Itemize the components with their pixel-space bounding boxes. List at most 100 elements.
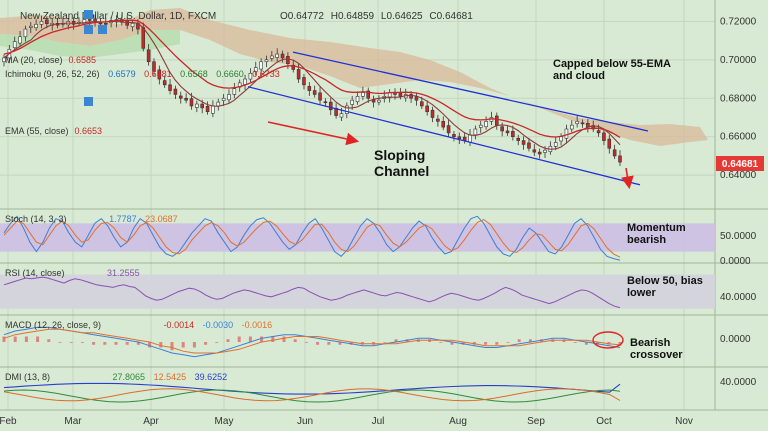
time-tick-label: May <box>215 416 234 427</box>
adx-line <box>3 382 621 395</box>
time-axis-ticks: Feb Mar Apr May Jun Jul Aug Sep Oct Nov <box>0 416 693 427</box>
stoch-d-line <box>3 219 621 258</box>
last-price-badge <box>716 156 764 171</box>
candle-body <box>211 105 215 114</box>
settings-icon[interactable] <box>84 97 93 106</box>
macd-legend[interactable]: MACD (12, 26, close, 9) -0.0014 -0.0030 … <box>5 320 272 330</box>
ohlc-open: 0.64772 <box>288 11 325 22</box>
candle-body <box>104 23 108 25</box>
macd-hist-bar <box>69 342 73 343</box>
macd-hist-bar <box>148 342 152 348</box>
candle-body <box>87 19 92 21</box>
candle-body <box>371 99 376 103</box>
settings-icon[interactable] <box>84 25 93 34</box>
candle-body <box>205 106 210 113</box>
candle-body <box>441 121 446 128</box>
ema55-line <box>3 19 621 138</box>
macd-hist-bar <box>304 342 308 343</box>
legend-ema[interactable]: EMA (55, close) 0.6653 <box>5 126 102 136</box>
annotation-capped: Capped below 55-EMA and cloud <box>553 58 671 82</box>
eye-icon[interactable] <box>98 25 107 34</box>
candle-body <box>227 94 231 101</box>
price-axis-ticks: 0.72000 0.70000 0.68000 0.66000 0.64000 <box>720 16 757 181</box>
ohlc-low: 0.64625 <box>386 11 423 22</box>
candle-body <box>216 101 221 107</box>
candle-body <box>168 84 172 91</box>
dmi-legend[interactable]: DMI (13, 8) 27.8065 12.5425 39.6252 <box>5 372 227 382</box>
candle-body <box>414 96 419 101</box>
rsi-legend[interactable]: RSI (14, close) 31.2555 <box>5 268 140 278</box>
candle-body <box>505 130 510 134</box>
price-axis[interactable] <box>715 0 768 410</box>
dmi-tick-40: 40.0000 <box>720 377 757 388</box>
macd-hist-bar <box>181 342 185 348</box>
macd-hist-bar <box>58 342 62 343</box>
candle-body <box>162 80 167 86</box>
time-tick-label: Aug <box>449 416 467 427</box>
trend-arrow[interactable] <box>267 121 360 146</box>
pane-separators <box>0 0 768 411</box>
candle-body <box>532 149 537 153</box>
macd-hist-bar <box>293 339 297 342</box>
ichimoku-cloud-green <box>0 30 180 58</box>
candle-body <box>243 78 247 85</box>
macd-signal-line <box>3 328 621 354</box>
candle-body <box>253 67 258 73</box>
time-tick-label: Sep <box>527 416 545 427</box>
candle-body <box>570 124 574 130</box>
minus-di-line <box>3 388 621 402</box>
macd-hist-bar <box>80 342 84 343</box>
ohlc-readout: O0.64772 H0.64859 L0.64625 C0.64681 <box>280 11 473 22</box>
macd-hist-bar <box>450 342 454 345</box>
indicator-legend: MA (20, close) 0.6585 Ichimoku (9, 26, 52… <box>5 10 280 136</box>
candle-body <box>264 59 269 63</box>
candle-body <box>596 130 601 134</box>
candle-body <box>270 55 274 59</box>
legend-ma[interactable]: MA (20, close) 0.6585 <box>5 55 96 65</box>
macd-tick-0: 0.0000 <box>720 334 751 345</box>
candle-body <box>312 90 317 95</box>
candle-body <box>559 136 563 142</box>
candle-body <box>12 41 17 49</box>
macd-pane[interactable] <box>0 316 715 366</box>
candle-body <box>152 61 156 72</box>
stoch-tick-50: 50.0000 <box>720 231 757 242</box>
rsi-line <box>3 276 621 309</box>
stoch-legend[interactable]: Stoch (14, 3, 3) 1.7787 23.0687 <box>5 214 178 224</box>
time-axis[interactable] <box>0 410 768 431</box>
candle-body <box>328 101 333 111</box>
candle-body <box>98 22 103 25</box>
candle-body <box>45 19 49 24</box>
candle-body <box>157 69 162 80</box>
macd-hist-bar <box>170 342 174 351</box>
down-arrow[interactable] <box>621 167 634 190</box>
macd-hist-bar <box>103 342 107 345</box>
symbol-title[interactable]: New Zealand Dollar / U.S. Dollar, 1D, FX… <box>20 11 216 22</box>
candle-body <box>34 23 38 29</box>
legend-ichimoku[interactable]: Ichimoku (9, 26, 52, 26) 0.6579 0.6581 0… <box>5 69 280 79</box>
candle-body <box>146 49 151 63</box>
candle-body <box>377 99 381 103</box>
time-tick-label: Apr <box>143 416 159 427</box>
candle-body <box>553 142 558 147</box>
candle-body <box>307 86 312 91</box>
macd-hist-bar <box>36 336 40 342</box>
candle-body <box>484 121 488 128</box>
macd-hist-bar <box>24 336 28 342</box>
eye-icon[interactable] <box>84 10 93 19</box>
candle-body <box>473 128 478 136</box>
time-tick-label: Oct <box>596 416 612 427</box>
macd-hist-bar <box>47 339 51 342</box>
candle-body <box>516 137 520 141</box>
candle-body <box>537 151 542 155</box>
time-tick-label: Jul <box>372 416 385 427</box>
macd-hist-bar <box>327 342 331 345</box>
channel-lower-line[interactable] <box>247 86 641 186</box>
price-tick-label: 0.66000 <box>720 132 757 143</box>
macd-hist-bar <box>618 342 622 346</box>
channel-upper-line[interactable] <box>292 51 649 132</box>
candle-body <box>457 136 462 139</box>
candle-body <box>29 25 33 28</box>
candle-body <box>296 69 301 80</box>
